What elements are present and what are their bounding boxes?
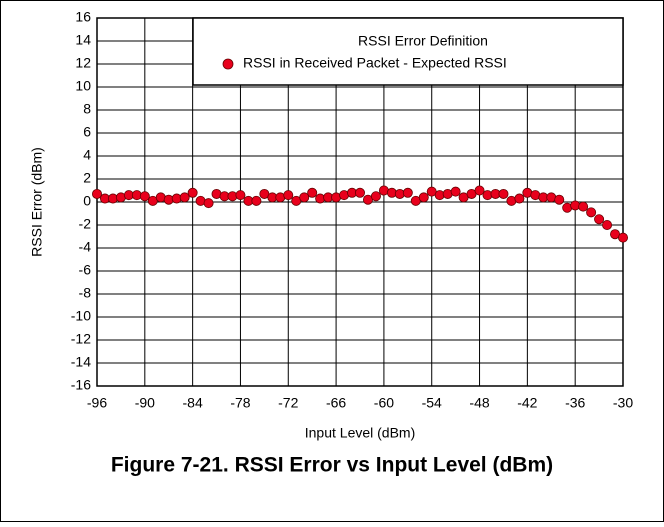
x-tick-label: -30 bbox=[613, 395, 633, 411]
point bbox=[139, 191, 150, 202]
y-tick-label: -14 bbox=[71, 354, 91, 370]
point bbox=[283, 190, 294, 201]
y-tick-label: -8 bbox=[79, 285, 92, 301]
y-tick-label: 0 bbox=[83, 193, 91, 209]
point bbox=[370, 191, 381, 202]
point bbox=[235, 190, 246, 201]
point bbox=[92, 188, 103, 199]
legend-box bbox=[192, 17, 624, 86]
y-tick-label: 10 bbox=[75, 78, 91, 94]
figure-title: Figure 7-21. RSSI Error vs Input Level (… bbox=[111, 454, 553, 477]
point bbox=[354, 187, 365, 198]
point bbox=[299, 192, 310, 203]
point bbox=[402, 187, 413, 198]
y-tick-label: 8 bbox=[83, 101, 91, 117]
y-tick-label: -4 bbox=[79, 239, 92, 255]
point bbox=[554, 194, 565, 205]
point bbox=[450, 186, 461, 197]
y-tick-label: 4 bbox=[83, 147, 91, 163]
point bbox=[203, 198, 214, 209]
x-tick-label: -72 bbox=[278, 395, 298, 411]
point bbox=[498, 188, 509, 199]
y-tick-label: 2 bbox=[83, 170, 91, 186]
y-tick-label: 6 bbox=[83, 124, 91, 140]
point bbox=[251, 195, 262, 206]
x-tick-label: -78 bbox=[230, 395, 250, 411]
y-tick-label: -16 bbox=[71, 377, 91, 393]
x-tick-label: -60 bbox=[374, 395, 394, 411]
x-tick-label: -48 bbox=[469, 395, 489, 411]
y-tick-label: -12 bbox=[71, 331, 91, 347]
legend-label: RSSI in Received Packet - Expected RSSI bbox=[243, 55, 507, 71]
x-tick-label: -90 bbox=[135, 395, 155, 411]
y-tick-label: 16 bbox=[75, 9, 91, 25]
legend-title: RSSI Error Definition bbox=[358, 33, 488, 49]
x-tick-label: -84 bbox=[183, 395, 203, 411]
x-tick-label: -36 bbox=[565, 395, 585, 411]
x-tick-label: -96 bbox=[87, 395, 107, 411]
point bbox=[602, 219, 613, 230]
y-axis-label: RSSI Error (dBm) bbox=[29, 147, 45, 257]
point bbox=[474, 185, 485, 196]
point bbox=[514, 193, 525, 204]
point bbox=[418, 192, 429, 203]
point bbox=[187, 187, 198, 198]
legend-marker bbox=[222, 58, 234, 70]
y-tick-label: -6 bbox=[79, 262, 92, 278]
point bbox=[578, 201, 589, 212]
x-tick-label: -66 bbox=[326, 395, 346, 411]
y-tick-label: -2 bbox=[79, 216, 92, 232]
x-axis-label: Input Level (dBm) bbox=[305, 425, 416, 441]
point bbox=[586, 207, 597, 218]
point bbox=[594, 214, 605, 225]
y-tick-label: 12 bbox=[75, 55, 91, 71]
point bbox=[618, 232, 629, 243]
x-tick-label: -54 bbox=[422, 395, 442, 411]
x-tick-label: -42 bbox=[517, 395, 537, 411]
y-tick-label: -10 bbox=[71, 308, 91, 324]
y-tick-label: 14 bbox=[75, 32, 91, 48]
point bbox=[179, 192, 190, 203]
point bbox=[307, 187, 318, 198]
